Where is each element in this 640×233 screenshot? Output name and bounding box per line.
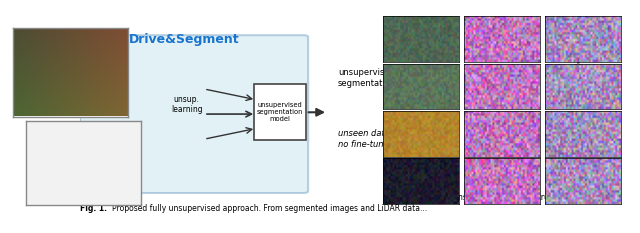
Text: Cityscapes: Cityscapes [575, 41, 580, 75]
Text: input: input [397, 193, 417, 202]
Text: ours (unsupervised): ours (unsupervised) [431, 193, 508, 202]
Text: unsup.
learning: unsup. learning [171, 95, 202, 114]
FancyBboxPatch shape [253, 85, 306, 140]
Text: unseen datasets,
no fine-tuning: unseen datasets, no fine-tuning [338, 130, 410, 149]
Text: ACDC: ACDC [575, 86, 580, 103]
Text: Fig. 1.: Fig. 1. [80, 204, 107, 213]
Text: N. Briving: N. Briving [575, 152, 580, 183]
FancyBboxPatch shape [80, 35, 308, 193]
Text: D. Zurich: D. Zurich [575, 116, 580, 146]
Text: Drive&Segment: Drive&Segment [129, 33, 239, 46]
Text: unsupervised
segmentation
model: unsupervised segmentation model [257, 102, 303, 122]
Text: Proposed fully unsupervised approach. From segmented images and LiDAR data...: Proposed fully unsupervised approach. Fr… [112, 204, 428, 213]
Text: ground truth: ground truth [508, 193, 557, 202]
Text: unsupervised
segmentation: unsupervised segmentation [338, 69, 396, 88]
